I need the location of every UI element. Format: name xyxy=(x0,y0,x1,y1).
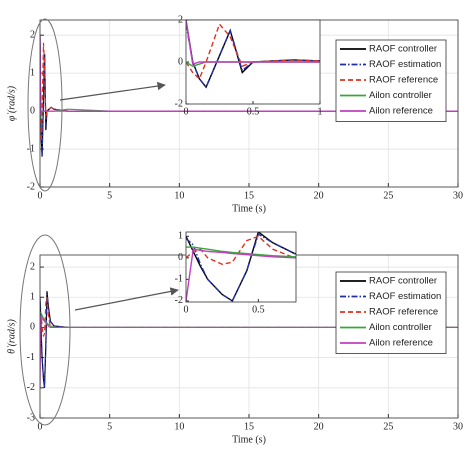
y-tick-label: 2 xyxy=(30,261,35,272)
series-line xyxy=(186,24,320,89)
legend-label: Ailon reference xyxy=(369,338,433,349)
x-tick-label: 0 xyxy=(184,106,189,117)
y-tick-label: -2 xyxy=(175,295,183,306)
x-tick-label: 1 xyxy=(318,106,323,117)
legend: RAOF controller RAOF estimation RAOF refer… xyxy=(335,39,447,122)
x-tick-label: 25 xyxy=(383,421,393,432)
x-tick-label: 5 xyxy=(107,421,112,432)
y-tick-label: 2 xyxy=(30,29,35,40)
x-tick-label: 15 xyxy=(244,421,254,432)
series-line xyxy=(40,297,458,337)
y-axis-label: φ̇ (rad/s) xyxy=(6,85,17,121)
legend-label: RAOF controller xyxy=(369,276,437,287)
zoom-ellipse xyxy=(27,18,63,192)
x-tick-label: 0 xyxy=(38,190,43,201)
y-tick-label: -2 xyxy=(27,181,35,192)
x-tick-label: 10 xyxy=(174,421,184,432)
legend-label: Ailon reference xyxy=(369,106,433,117)
inset-frame xyxy=(185,19,321,105)
x-tick-label: 10 xyxy=(174,190,184,201)
x-tick-label: 0 xyxy=(38,421,43,432)
legend-label: Ailon controller xyxy=(369,322,432,333)
x-tick-label: 25 xyxy=(383,190,393,201)
y-tick-label: 1 xyxy=(30,67,35,78)
legend-label: Ailon controller xyxy=(369,90,432,101)
legend: RAOF controller RAOF estimation RAOF refer… xyxy=(335,271,447,354)
y-axis-label: θ̇ (rad/s) xyxy=(6,319,17,354)
legend-label: RAOF estimation xyxy=(369,59,441,70)
zoom-arrow xyxy=(74,287,179,311)
y-tick-label: 0 xyxy=(178,56,183,67)
legend-box xyxy=(335,271,447,354)
legend-label: RAOF estimation xyxy=(369,291,441,302)
y-tick-label: -2 xyxy=(27,382,35,393)
x-tick-label: 15 xyxy=(244,190,254,201)
x-tick-label: 0.5 xyxy=(247,106,260,117)
zoom-arrow xyxy=(59,81,166,101)
y-tick-label: 0 xyxy=(30,105,35,116)
legend-label: RAOF reference xyxy=(369,307,438,318)
y-tick-label: -2 xyxy=(175,98,183,109)
x-axis-label: Time (s) xyxy=(232,434,266,445)
y-tick-label: -3 xyxy=(27,412,35,423)
series-line xyxy=(186,20,320,66)
series-line xyxy=(40,35,458,115)
inset-frame xyxy=(185,231,297,303)
y-tick-label: 1 xyxy=(30,292,35,303)
x-tick-label: 5 xyxy=(107,190,112,201)
legend-label: RAOF reference xyxy=(369,75,438,86)
y-tick-label: 0 xyxy=(178,252,183,263)
y-tick-label: -1 xyxy=(175,274,183,285)
x-tick-label: 20 xyxy=(314,190,324,201)
x-tick-label: 30 xyxy=(453,421,463,432)
x-tick-label: 0 xyxy=(184,304,189,315)
y-tick-label: 0 xyxy=(30,322,35,333)
x-tick-label: 30 xyxy=(453,190,463,201)
series-line xyxy=(186,246,296,258)
zoom-ellipse xyxy=(19,234,71,426)
x-axis-label: Time (s) xyxy=(232,203,266,214)
inset-bg xyxy=(186,232,296,302)
inset: 0 0.5 1-202 xyxy=(175,14,323,117)
legend-label: RAOF controller xyxy=(369,44,437,55)
series-line xyxy=(40,315,458,388)
x-tick-label: 20 xyxy=(314,421,324,432)
y-tick-label: 2 xyxy=(178,14,183,25)
y-tick-label: -1 xyxy=(27,352,35,363)
series-line xyxy=(186,248,296,302)
y-tick-label: 1 xyxy=(178,231,183,242)
legend-box xyxy=(335,39,447,122)
series-line xyxy=(186,233,296,302)
inset: 0 0.5 -2 -1 0 1 xyxy=(175,231,297,315)
x-tick-label: 0.5 xyxy=(252,304,265,315)
